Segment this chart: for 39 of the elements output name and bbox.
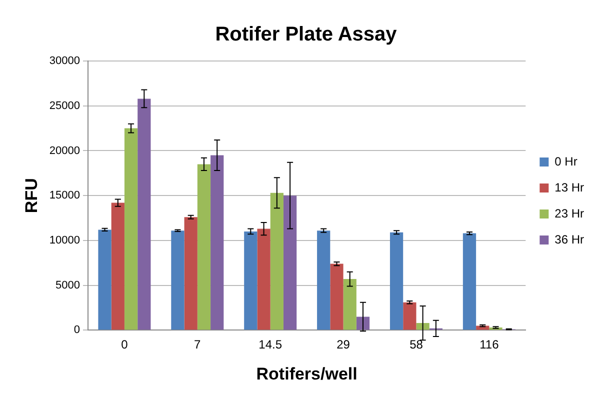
x-tick-label: 14.5: [258, 338, 282, 352]
y-tick-label: 0: [74, 324, 80, 336]
legend-label: 13 Hr: [554, 180, 584, 194]
bar: [111, 202, 124, 330]
bar: [462, 233, 476, 330]
chart-title: Rotifer Plate Assay: [215, 24, 398, 46]
bar: [283, 196, 297, 330]
x-tick-label: 29: [336, 338, 350, 352]
y-tick-label: 25000: [49, 100, 80, 112]
legend-label: 36 Hr: [554, 232, 584, 246]
bar: [184, 217, 198, 330]
bar: [416, 323, 430, 330]
bar: [244, 231, 258, 330]
bar: [270, 192, 284, 330]
bar: [403, 302, 416, 330]
y-tick-label: 30000: [49, 55, 80, 68]
legend-label: 23 Hr: [554, 206, 584, 220]
bar: [124, 128, 138, 330]
y-tick-label: 10000: [49, 234, 80, 246]
bar: [210, 155, 224, 330]
bar: [330, 264, 344, 330]
x-axis-title: Rotifers/well: [256, 364, 358, 384]
bar: [197, 164, 211, 330]
y-tick-label: 15000: [49, 190, 80, 202]
bar: [138, 98, 151, 330]
y-axis-title: RFU: [22, 178, 41, 214]
bar: [98, 230, 112, 330]
bar: [171, 230, 184, 330]
legend-label: 0 Hr: [554, 154, 578, 168]
x-tick-label: 0: [121, 338, 128, 352]
y-tick-label: 20000: [49, 144, 80, 157]
bar: [390, 232, 404, 330]
bar: [343, 279, 356, 330]
x-tick-label: 7: [194, 338, 202, 352]
bar: [317, 230, 330, 330]
x-tick-label: 116: [480, 338, 500, 352]
bar: [257, 228, 270, 330]
y-tick-label: 5000: [56, 279, 80, 292]
x-tick-label: 58: [410, 338, 424, 352]
